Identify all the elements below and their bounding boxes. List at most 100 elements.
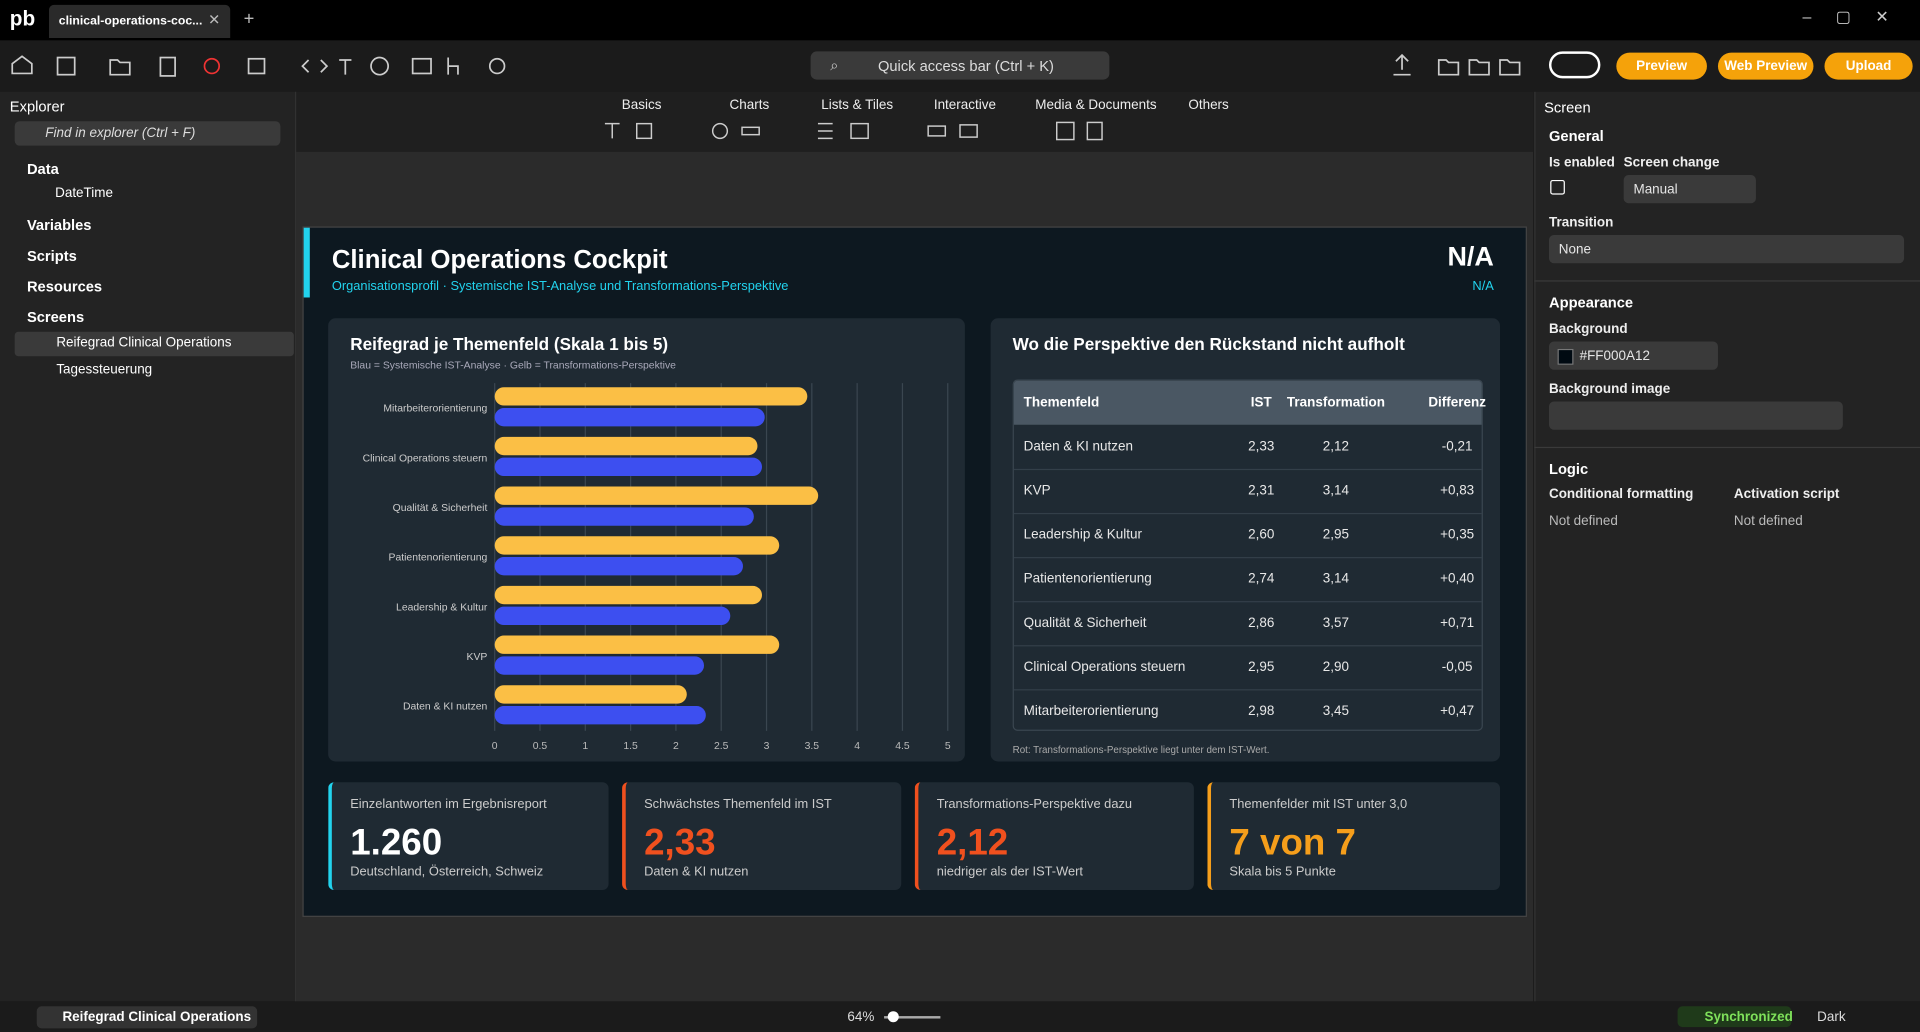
y-tick-label: Patientenorientierung — [389, 553, 488, 564]
background-swatch — [1557, 348, 1574, 365]
kpi-value: 2,12 — [936, 822, 1009, 864]
transition-select[interactable] — [1548, 235, 1905, 264]
table-header-cell: Differenz — [1428, 395, 1486, 411]
web-preview-button[interactable]: Web Preview — [1717, 52, 1814, 80]
zoom-knob[interactable] — [887, 1011, 899, 1023]
chart-subtitle: Blau = Systemische IST-Analyse · Gelb = … — [350, 360, 676, 371]
ribbon-tab[interactable]: Others — [1188, 97, 1229, 113]
tree-item[interactable]: DateTime — [55, 186, 113, 201]
kpi-value: 7 von 7 — [1229, 822, 1356, 864]
sync-text: Synchronized — [1704, 1009, 1793, 1025]
kpi-sub: Skala bis 5 Punkte — [1229, 864, 1336, 879]
upload-button[interactable]: Upload — [1824, 52, 1913, 80]
table-cell: 3,45 — [1322, 703, 1350, 719]
table-row-divider — [1013, 689, 1482, 691]
kpi-value: 1.260 — [350, 822, 443, 864]
bar — [494, 685, 687, 704]
tab-close[interactable]: ✕ — [208, 11, 221, 29]
section-logic: Logic — [1548, 460, 1589, 478]
y-tick-label: Mitarbeiterorientierung — [383, 404, 487, 415]
toolbar-icons-right[interactable] — [1384, 40, 1543, 91]
bar — [494, 635, 780, 654]
table-cell: Clinical Operations steuern — [1023, 659, 1186, 675]
theme[interactable]: Dark — [1817, 1009, 1846, 1025]
zoom-slider[interactable] — [884, 1016, 941, 1019]
chart-title: Reifegrad je Themenfeld (Skala 1 bis 5) — [350, 334, 668, 354]
ribbon-tab[interactable]: Media & Documents — [1035, 97, 1157, 113]
ribbon-tab[interactable]: Charts — [729, 97, 770, 113]
quick-access-text[interactable]: Quick access bar (Ctrl + K) — [877, 57, 1054, 75]
section-appearance: Appearance — [1548, 293, 1634, 311]
ribbon-tab[interactable]: Interactive — [933, 97, 996, 113]
table-cell: 2,95 — [1248, 659, 1275, 675]
background-select[interactable] — [1548, 341, 1718, 370]
kpi-label: Transformations-Perspektive dazu — [936, 796, 1133, 812]
tree-item[interactable]: Screens — [26, 308, 85, 326]
tab-title[interactable]: clinical-operations-coc... — [58, 14, 203, 29]
toolbar-icons[interactable] — [0, 40, 539, 91]
y-tick-label: Leadership & Kultur — [396, 602, 488, 613]
status: N/A — [1447, 241, 1494, 272]
table-row-divider — [1013, 557, 1482, 559]
is-enabled-checkbox[interactable] — [1550, 179, 1565, 195]
x-tick-label: 2.5 — [714, 741, 729, 752]
table-cell: 3,14 — [1322, 483, 1350, 499]
tree-item[interactable]: Resources — [26, 277, 103, 296]
conditional-formatting-value: Not defined — [1548, 514, 1618, 529]
preview-button[interactable]: Preview — [1616, 52, 1707, 80]
new-tab[interactable]: + — [243, 8, 255, 30]
sync-badge — [1677, 1006, 1792, 1028]
background-value[interactable]: #FF000A12 — [1579, 348, 1650, 364]
screen-selector[interactable] — [36, 1006, 258, 1029]
section-general: General — [1548, 127, 1604, 145]
table-note: Rot: Transformations-Perspektive liegt u… — [1012, 744, 1270, 756]
tree-item[interactable]: Tagessteuerung — [56, 362, 153, 378]
ai-button[interactable] — [1548, 51, 1601, 79]
transition-value[interactable]: None — [1558, 242, 1591, 258]
table-header-cell: IST — [1250, 395, 1272, 411]
kpi-sub: Deutschland, Österreich, Schweiz — [350, 864, 544, 879]
tree-selected[interactable] — [14, 331, 294, 357]
bar — [494, 457, 763, 477]
table-cell: 3,14 — [1322, 571, 1350, 587]
screen-selector-text[interactable]: Reifegrad Clinical Operations — [62, 1009, 252, 1025]
bar — [494, 706, 706, 725]
screen-change-label: Screen change — [1623, 155, 1720, 171]
bar — [494, 507, 754, 526]
background-image-input[interactable] — [1548, 401, 1843, 430]
x-tick-label: 3 — [764, 741, 770, 752]
tree-item[interactable]: Variables — [26, 216, 92, 234]
ribbon-icons[interactable] — [600, 119, 1224, 143]
bar — [494, 486, 819, 505]
tree-item[interactable]: Data — [26, 160, 59, 178]
table-cell: Daten & KI nutzen — [1023, 439, 1133, 455]
screen-change-value[interactable]: Manual — [1633, 182, 1678, 198]
quick-access-bar[interactable] — [810, 51, 1110, 80]
ribbon-tab[interactable]: Lists & Tiles — [821, 97, 894, 113]
tree-item[interactable]: Scripts — [26, 247, 77, 265]
bar — [494, 557, 743, 576]
ribbon-tab[interactable]: Basics — [621, 97, 662, 113]
kpi-sub: niedriger als der IST-Wert — [936, 864, 1083, 879]
table-row-divider — [1013, 601, 1482, 603]
table-cell: +0,47 — [1440, 703, 1475, 719]
y-tick-label: Daten & KI nutzen — [403, 702, 488, 713]
y-tick-label: Clinical Operations steuern — [363, 453, 488, 464]
table-cell: -0,21 — [1441, 439, 1473, 455]
activation-script-label: Activation script — [1733, 487, 1840, 502]
explorer-search[interactable] — [14, 121, 281, 146]
explorer-search-text[interactable]: Find in explorer (Ctrl + F) — [45, 126, 196, 141]
activation-script-value: Not defined — [1733, 514, 1803, 529]
table-frame — [1012, 379, 1483, 731]
divider — [1534, 280, 1920, 282]
screen-change-select[interactable] — [1623, 175, 1756, 204]
x-tick-label: 1 — [582, 741, 588, 752]
x-tick-label: 2 — [673, 741, 679, 752]
tree-item[interactable]: Reifegrad Clinical Operations — [56, 335, 232, 351]
x-tick-label: 4 — [854, 741, 860, 752]
tab[interactable] — [48, 4, 231, 38]
transition-label: Transition — [1548, 215, 1614, 231]
table-cell: 2,86 — [1248, 615, 1275, 631]
table-cell: 2,12 — [1322, 439, 1350, 455]
window-controls[interactable]: –▢✕ — [1802, 7, 1914, 26]
